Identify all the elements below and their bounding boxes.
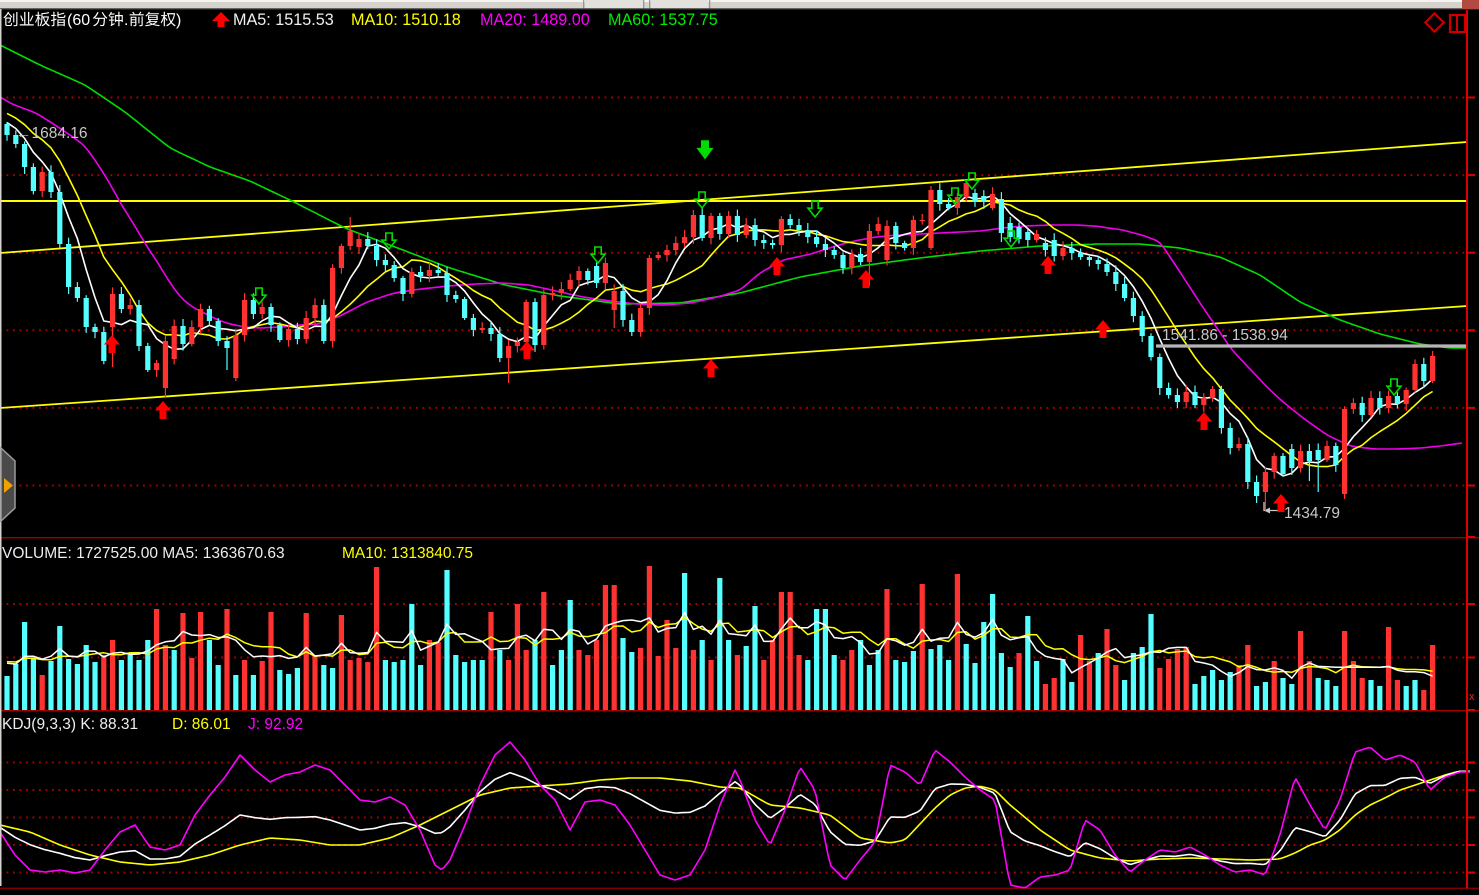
svg-text:1541.86 - 1538.94: 1541.86 - 1538.94 [1162,327,1288,344]
svg-text:←1684.16: ←1684.16 [16,125,88,142]
svg-text:MA60: 1537.75: MA60: 1537.75 [608,11,718,29]
svg-text:x: x [1469,691,1475,703]
svg-text:MA10: 1510.18: MA10: 1510.18 [351,11,461,29]
svg-text:D: 86.01: D: 86.01 [172,716,231,733]
svg-text:1434.79: 1434.79 [1284,505,1340,522]
svg-text:J: 92.92: J: 92.92 [248,716,303,733]
svg-text:(60: (60 [67,12,90,29]
svg-text:.: . [124,12,128,29]
svg-text:MA5: 1515.53: MA5: 1515.53 [233,11,334,29]
svg-text:KDJ(9,3,3) K: 88.31: KDJ(9,3,3) K: 88.31 [2,716,138,733]
svg-text:VOLUME: 1727525.00 MA5: 13636: VOLUME: 1727525.00 MA5: 1363670.63 [2,545,285,562]
svg-text:): ) [176,12,181,29]
svg-text:MA20: 1489.00: MA20: 1489.00 [480,11,590,29]
svg-text:MA10: 1313840.75: MA10: 1313840.75 [342,545,473,562]
